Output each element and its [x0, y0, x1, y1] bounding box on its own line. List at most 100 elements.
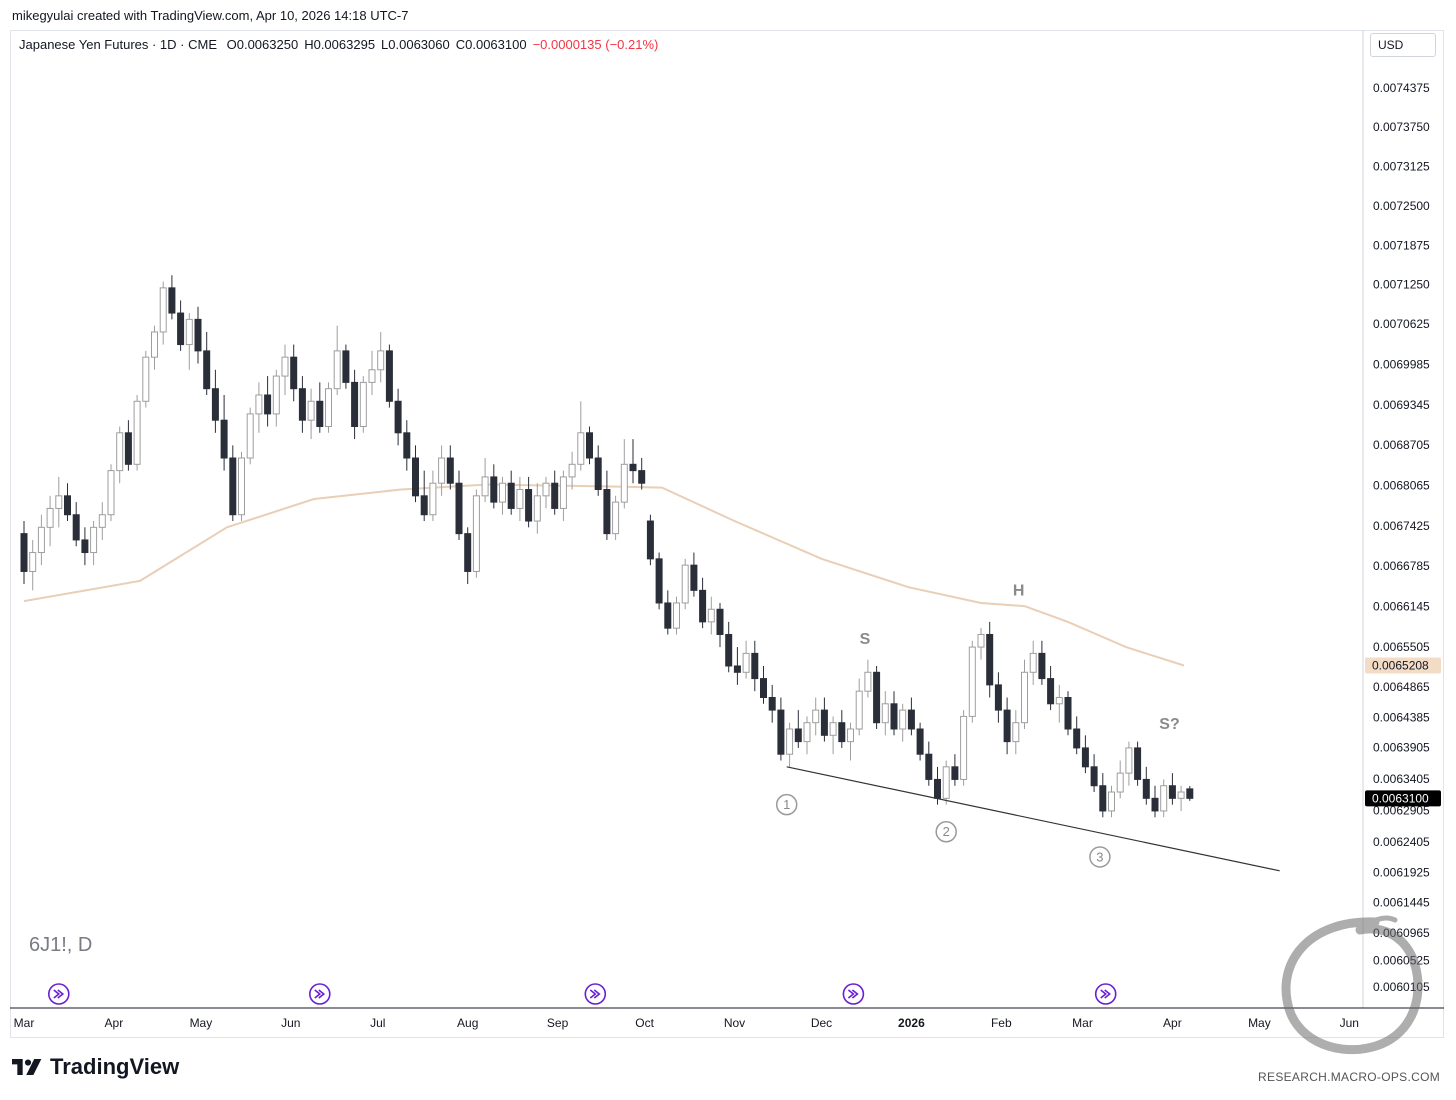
- candle-body: [281, 356, 289, 377]
- candle: [1090, 754, 1098, 793]
- price-tick-label: 0.0060525: [1373, 954, 1430, 968]
- candle: [412, 445, 419, 503]
- event-marker-icon[interactable]: [1094, 983, 1117, 1005]
- event-marker-icon[interactable]: [584, 983, 607, 1005]
- currency-selector[interactable]: USD: [1370, 33, 1436, 57]
- candle-body: [98, 514, 106, 528]
- candle-body: [994, 684, 1002, 711]
- candle: [594, 445, 602, 496]
- candle: [377, 331, 385, 383]
- wave-count-label: 1: [775, 793, 798, 816]
- candle: [394, 388, 402, 446]
- candle-body: [177, 312, 185, 346]
- candle-body: [272, 375, 280, 415]
- price-tick-label: 0.0068705: [1373, 438, 1430, 452]
- candle: [333, 325, 341, 395]
- candle: [873, 665, 881, 730]
- price-tag-label: 0.0063100: [1372, 791, 1429, 805]
- candle: [177, 300, 185, 351]
- candle-body: [325, 388, 332, 427]
- candle: [742, 640, 750, 679]
- candle: [272, 369, 280, 427]
- candle-body: [890, 703, 898, 730]
- brand-label: TradingView: [50, 1054, 180, 1079]
- price-tick-label: 0.0061445: [1373, 896, 1430, 910]
- candle: [786, 722, 794, 767]
- candle: [107, 464, 115, 522]
- candle-body: [1073, 728, 1081, 749]
- price-tag-bg: [1365, 790, 1441, 807]
- candle: [577, 401, 585, 471]
- candle: [629, 439, 637, 484]
- candle: [1116, 760, 1124, 799]
- wave-number: 1: [783, 797, 790, 812]
- candle-body: [620, 463, 628, 503]
- candle-body: [377, 350, 385, 371]
- chart-panel[interactable]: [10, 30, 1444, 1038]
- candle-body: [768, 696, 776, 711]
- price-tag-label: 0.0065208: [1372, 658, 1429, 672]
- candle: [211, 369, 219, 433]
- event-marker-icon[interactable]: [47, 983, 70, 1005]
- candle-body: [368, 369, 376, 383]
- candle-body: [838, 722, 846, 743]
- candle-body: [1003, 709, 1011, 743]
- candle-body: [307, 400, 315, 421]
- candle-body: [847, 728, 854, 743]
- candle-body: [394, 400, 402, 434]
- candle: [1108, 785, 1115, 818]
- candle-body: [246, 413, 254, 459]
- candle: [420, 470, 428, 522]
- candle: [81, 527, 89, 566]
- candle-body: [646, 520, 654, 560]
- candle-body: [1177, 791, 1185, 799]
- candle: [1029, 640, 1037, 685]
- candle: [203, 331, 211, 395]
- candle-body: [681, 564, 689, 604]
- support-trendline[interactable]: [786, 766, 1280, 872]
- event-marker-icon[interactable]: [308, 983, 331, 1005]
- candle: [707, 596, 715, 635]
- candle: [925, 741, 933, 786]
- candle-body: [855, 690, 863, 730]
- candle-body: [1021, 671, 1028, 724]
- candle-body: [142, 356, 150, 402]
- candle: [438, 445, 446, 496]
- candle: [116, 426, 124, 484]
- candle-body: [81, 539, 89, 554]
- tradingview-brand[interactable]: TradingView: [12, 1054, 179, 1080]
- candle-body: [1090, 766, 1098, 787]
- candle-body: [151, 331, 158, 358]
- candle: [1055, 684, 1063, 723]
- candle-body: [986, 633, 994, 686]
- candle-body: [211, 388, 219, 421]
- candle-body: [594, 457, 602, 491]
- price-tick-label: 0.0074375: [1373, 81, 1430, 95]
- price-tick-label: 0.0069985: [1373, 357, 1430, 371]
- time-tick-label: Mar: [1072, 1016, 1093, 1030]
- candle-body: [238, 457, 245, 516]
- time-tick-label: 2026: [898, 1016, 925, 1030]
- candle: [1003, 697, 1011, 755]
- price-tick-label: 0.0064865: [1373, 680, 1430, 694]
- candle-body: [55, 495, 63, 509]
- pattern-label: S: [860, 631, 871, 648]
- candle: [307, 388, 315, 440]
- candle: [325, 382, 332, 433]
- candle-body: [351, 381, 359, 427]
- candle: [673, 596, 680, 635]
- price-tag-bg: [1365, 657, 1441, 674]
- candle-body: [1116, 772, 1124, 793]
- event-marker-icon[interactable]: [842, 983, 865, 1005]
- candle-body: [960, 715, 968, 780]
- candle-body: [733, 665, 741, 673]
- candle: [368, 350, 376, 395]
- price-tick-label: 0.0061925: [1373, 865, 1430, 879]
- candle-body: [568, 463, 576, 478]
- candle: [385, 344, 393, 408]
- candle-body: [1134, 747, 1142, 780]
- candle-body: [403, 432, 411, 459]
- candle-body: [968, 646, 976, 717]
- candle: [281, 344, 289, 395]
